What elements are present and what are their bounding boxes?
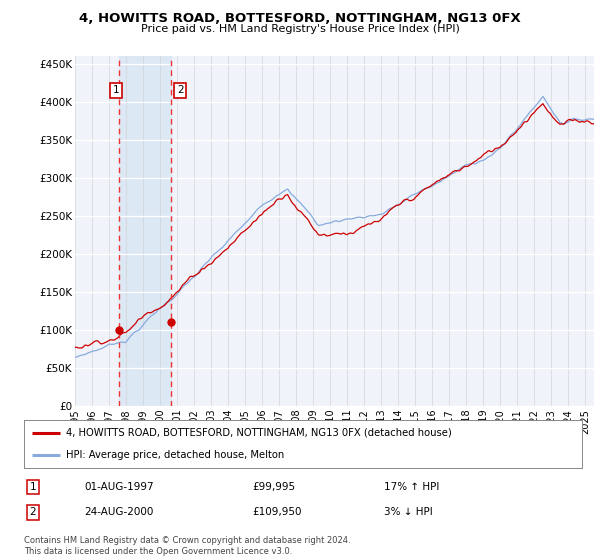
Text: 3% ↓ HPI: 3% ↓ HPI bbox=[384, 507, 433, 517]
Bar bbox=[119, 56, 171, 406]
Text: 17% ↑ HPI: 17% ↑ HPI bbox=[384, 482, 439, 492]
Text: HPI: Average price, detached house, Melton: HPI: Average price, detached house, Melt… bbox=[66, 450, 284, 460]
Text: Contains HM Land Registry data © Crown copyright and database right 2024.
This d: Contains HM Land Registry data © Crown c… bbox=[24, 536, 350, 556]
Text: Price paid vs. HM Land Registry's House Price Index (HPI): Price paid vs. HM Land Registry's House … bbox=[140, 24, 460, 34]
Text: 1: 1 bbox=[113, 85, 120, 95]
Text: 24-AUG-2000: 24-AUG-2000 bbox=[84, 507, 154, 517]
Text: 4, HOWITTS ROAD, BOTTESFORD, NOTTINGHAM, NG13 0FX: 4, HOWITTS ROAD, BOTTESFORD, NOTTINGHAM,… bbox=[79, 12, 521, 25]
Text: 2: 2 bbox=[29, 507, 37, 517]
Text: 1: 1 bbox=[29, 482, 37, 492]
Text: £99,995: £99,995 bbox=[252, 482, 295, 492]
Text: £109,950: £109,950 bbox=[252, 507, 302, 517]
Text: 01-AUG-1997: 01-AUG-1997 bbox=[84, 482, 154, 492]
Text: 4, HOWITTS ROAD, BOTTESFORD, NOTTINGHAM, NG13 0FX (detached house): 4, HOWITTS ROAD, BOTTESFORD, NOTTINGHAM,… bbox=[66, 428, 452, 438]
Text: 2: 2 bbox=[177, 85, 184, 95]
